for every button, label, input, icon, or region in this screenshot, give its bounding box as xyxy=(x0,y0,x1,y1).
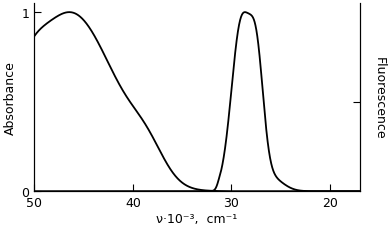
X-axis label: ν·10⁻³,  cm⁻¹: ν·10⁻³, cm⁻¹ xyxy=(156,212,238,225)
Y-axis label: Fluorescence: Fluorescence xyxy=(373,57,386,139)
Y-axis label: Absorbance: Absorbance xyxy=(4,61,17,134)
